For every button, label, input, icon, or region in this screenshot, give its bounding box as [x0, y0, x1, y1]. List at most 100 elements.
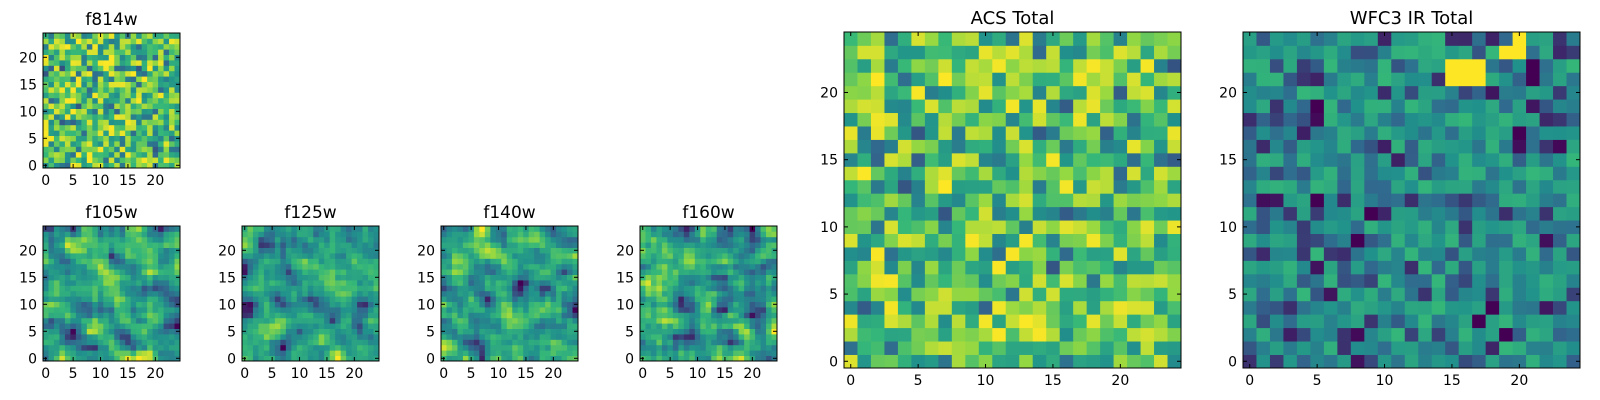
heatmap-cell	[1539, 273, 1554, 288]
heatmap-cell	[479, 290, 486, 297]
heatmap-cell	[152, 290, 159, 297]
heatmap-cell	[53, 296, 60, 302]
heatmap-cell	[307, 307, 314, 313]
heatmap-cell	[108, 92, 115, 99]
heatmap-cell	[59, 81, 66, 88]
heatmap-cell	[567, 280, 573, 286]
heatmap-cell	[1377, 260, 1392, 275]
heatmap-cell	[64, 355, 71, 362]
heatmap-cell	[844, 273, 858, 288]
heatmap-cell	[86, 141, 93, 147]
heatmap-cell	[81, 274, 88, 281]
heatmap-cell	[711, 263, 718, 270]
heatmap-cell	[457, 301, 464, 308]
heatmap-cell	[258, 285, 265, 292]
heatmap-cell	[130, 146, 137, 153]
heatmap-cell	[92, 54, 99, 61]
heatmap-cell	[1086, 220, 1101, 234]
heatmap-cell	[313, 247, 320, 254]
heatmap-cell	[346, 258, 352, 265]
heatmap-cell	[302, 258, 309, 265]
heatmap-cell	[1019, 112, 1034, 127]
heatmap-cell	[700, 290, 707, 297]
heatmap-cell	[749, 247, 756, 254]
heatmap-cell	[119, 328, 126, 335]
heatmap-cell	[501, 280, 508, 286]
heatmap-cell	[119, 141, 126, 147]
heatmap-cell	[130, 290, 137, 297]
heatmap-cell	[733, 290, 740, 297]
heatmap-cell	[572, 285, 579, 292]
heatmap-cell	[152, 97, 159, 104]
heatmap-cell	[75, 87, 82, 93]
heatmap-cell	[307, 312, 314, 319]
heatmap-cell	[97, 296, 104, 302]
heatmap-cell	[247, 323, 254, 329]
heatmap-cell	[92, 33, 99, 39]
heatmap-cell	[318, 231, 325, 238]
heatmap-cell	[1269, 300, 1284, 315]
heatmap-cell	[125, 317, 132, 324]
heatmap-cell	[760, 263, 767, 270]
heatmap-cell	[340, 274, 347, 281]
heatmap-cell	[141, 328, 148, 335]
heatmap-cell	[771, 334, 778, 340]
heatmap-cell	[550, 258, 557, 265]
heatmap-cell	[1539, 112, 1554, 127]
heatmap-cell	[479, 328, 486, 335]
heatmap-cell	[1046, 126, 1061, 140]
heatmap-cell	[158, 81, 164, 88]
heatmap-cell	[484, 242, 491, 248]
heatmap-cell	[103, 236, 110, 243]
heatmap-cell	[694, 339, 701, 346]
heatmap-cell	[130, 92, 137, 99]
heatmap-cell	[556, 280, 562, 286]
heatmap-cell	[506, 236, 513, 243]
heatmap-cell	[92, 307, 99, 313]
heatmap-cell	[951, 287, 966, 302]
heatmap-cell	[645, 339, 652, 346]
heatmap-cell	[1059, 166, 1074, 181]
heatmap-cell	[727, 236, 734, 243]
heatmap-cell	[81, 146, 88, 153]
heatmap-cell	[64, 301, 71, 308]
heatmap-cell	[694, 290, 701, 297]
heatmap-cell	[760, 334, 767, 340]
heatmap-cell	[64, 231, 71, 238]
heatmap-cell	[539, 344, 546, 351]
heatmap-cell	[501, 290, 508, 297]
heatmap-cell	[119, 157, 126, 163]
heatmap-cell	[517, 263, 524, 270]
heatmap-cell	[114, 285, 121, 292]
heatmap-cell	[534, 258, 541, 265]
heatmap-cell	[59, 296, 66, 302]
heatmap-cell	[561, 236, 568, 243]
heatmap-cell	[274, 355, 281, 362]
heatmap-cell	[136, 124, 143, 131]
heatmap-cell	[302, 274, 309, 281]
heatmap-cell	[280, 242, 287, 248]
heatmap-cell	[938, 260, 953, 275]
heatmap-cell	[242, 334, 248, 340]
heatmap-cell	[103, 54, 110, 61]
heatmap-cell	[738, 231, 745, 238]
heatmap-cell	[152, 60, 159, 66]
heatmap-cell	[92, 103, 99, 109]
heatmap-cell	[362, 334, 369, 340]
heatmap-cell	[640, 339, 646, 346]
heatmap-cell	[114, 103, 121, 109]
heatmap-cell	[335, 290, 342, 297]
heatmap-cell	[86, 81, 93, 88]
heatmap-cell	[650, 231, 657, 238]
heatmap-cell	[147, 103, 153, 109]
heatmap-cell	[114, 236, 121, 243]
heatmap-cell	[490, 323, 497, 329]
heatmap-cell	[1485, 152, 1500, 167]
heatmap-cell	[567, 242, 573, 248]
heatmap-cell	[53, 97, 60, 104]
heatmap-cell	[965, 220, 980, 234]
heatmap-cell	[291, 290, 298, 297]
heatmap-cell	[667, 280, 674, 286]
heatmap-cell	[1269, 247, 1284, 261]
heatmap-cell	[59, 328, 66, 335]
